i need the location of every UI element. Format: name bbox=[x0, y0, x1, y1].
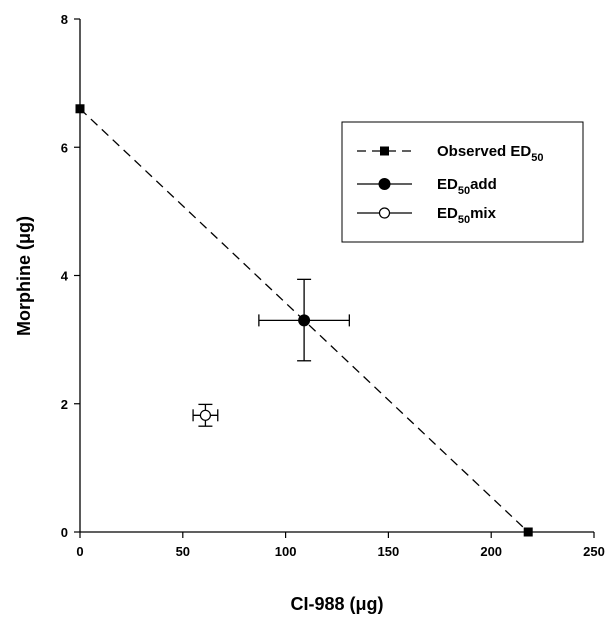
legend-add-marker bbox=[378, 178, 391, 190]
legend-observed-sub: 50 bbox=[531, 152, 543, 164]
ed50-add-point bbox=[298, 314, 311, 327]
legend-add-sub: 50 bbox=[458, 185, 470, 197]
x-axis-title: CI-988 (μg) bbox=[290, 594, 383, 614]
x-tick-label: 200 bbox=[480, 544, 502, 559]
y-tick-label: 8 bbox=[61, 12, 68, 27]
x-axis-title-close: ) bbox=[378, 594, 384, 614]
x-tick-label: 50 bbox=[176, 544, 190, 559]
series-1 bbox=[258, 278, 350, 362]
x-axis-title-text: CI-988 ( bbox=[290, 594, 355, 614]
y-axis-title: Morphine (μg) bbox=[14, 216, 34, 336]
legend-add-label: ED50add bbox=[437, 176, 497, 197]
x-tick-label: 150 bbox=[378, 544, 400, 559]
y-tick-label: 6 bbox=[61, 140, 68, 155]
y-tick-label: 4 bbox=[61, 269, 69, 284]
legend-add-suffix: add bbox=[470, 176, 497, 193]
x-ticks: 0 50 100 150 200 250 bbox=[76, 532, 605, 559]
y-tick-label: 2 bbox=[61, 397, 68, 412]
legend-entry-mix: ED50mix bbox=[357, 205, 497, 226]
legend: Observed ED50 ED50add ED50mix bbox=[341, 121, 584, 243]
legend-add-main: ED bbox=[437, 176, 458, 193]
x-tick-label: 100 bbox=[275, 544, 297, 559]
observed-ed50-point bbox=[75, 104, 85, 114]
legend-mix-sub: 50 bbox=[458, 214, 470, 226]
ed50-mix-point bbox=[199, 409, 212, 421]
legend-mix-marker bbox=[378, 207, 391, 219]
y-axis-title-close: ) bbox=[14, 216, 34, 222]
y-axis-title-text: Morphine ( bbox=[14, 244, 34, 336]
legend-mix-suffix: mix bbox=[470, 205, 497, 222]
y-tick-label: 0 bbox=[61, 525, 68, 540]
series-layer bbox=[75, 104, 533, 537]
legend-entry-observed: Observed ED50 bbox=[357, 143, 543, 164]
legend-mix-label: ED50mix bbox=[437, 205, 497, 226]
legend-mix-main: ED bbox=[437, 205, 458, 222]
series-2 bbox=[192, 403, 219, 427]
legend-observed-label: Observed ED50 bbox=[437, 143, 543, 164]
legend-observed-main: Observed ED bbox=[437, 143, 531, 160]
y-axis-title-unit: μg bbox=[14, 222, 34, 244]
x-tick-label: 250 bbox=[583, 544, 605, 559]
plot-area: 0 50 100 150 200 250 0 2 4 6 8 bbox=[61, 12, 605, 559]
x-axis-title-unit: μg bbox=[356, 594, 378, 614]
x-tick-label: 0 bbox=[76, 544, 83, 559]
y-ticks: 0 2 4 6 8 bbox=[61, 12, 80, 540]
legend-entry-add: ED50add bbox=[357, 176, 497, 197]
legend-observed-marker bbox=[380, 146, 389, 156]
observed-ed50-point bbox=[523, 527, 533, 537]
